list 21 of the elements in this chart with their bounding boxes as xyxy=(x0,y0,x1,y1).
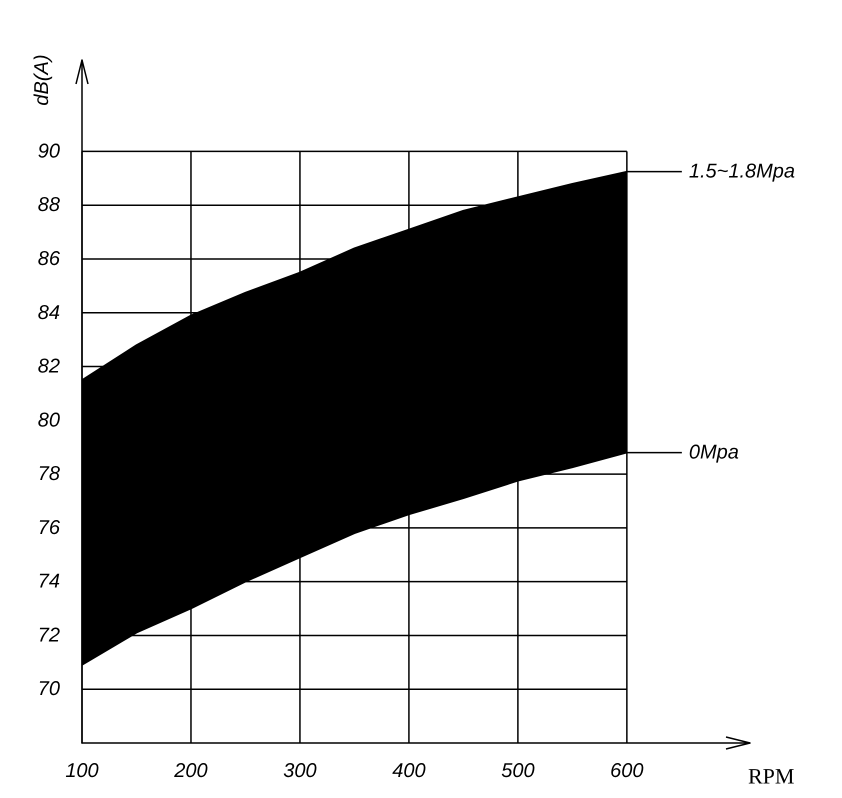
y-tick-label: 78 xyxy=(38,463,60,486)
y-tick-label: 90 xyxy=(38,140,60,162)
y-tick-label: 84 xyxy=(38,302,60,324)
y-tick-label: 70 xyxy=(38,678,60,700)
y-tick-label: 82 xyxy=(38,356,60,378)
legend-label: 1.5~1.8Mpa xyxy=(688,160,796,183)
y-tick-label: 80 xyxy=(38,409,60,432)
y-tick-label: 88 xyxy=(38,194,60,216)
x-tick-label: 300 xyxy=(283,760,317,782)
y-tick-label: 86 xyxy=(38,248,61,270)
x-tick-label: 400 xyxy=(392,760,426,782)
y-tick-label: 74 xyxy=(38,570,60,593)
x-axis-title: RPM xyxy=(748,764,794,788)
legend-label: 0Mpa xyxy=(688,442,739,464)
y-tick-label: 76 xyxy=(38,516,61,539)
x-tick-label: 200 xyxy=(173,760,208,782)
x-tick-label: 600 xyxy=(610,760,644,782)
x-tick-label: 500 xyxy=(501,760,535,782)
y-axis-title: dB(A) xyxy=(31,54,53,106)
y-tick-label: 72 xyxy=(38,624,60,646)
x-tick-label: 100 xyxy=(65,760,99,782)
